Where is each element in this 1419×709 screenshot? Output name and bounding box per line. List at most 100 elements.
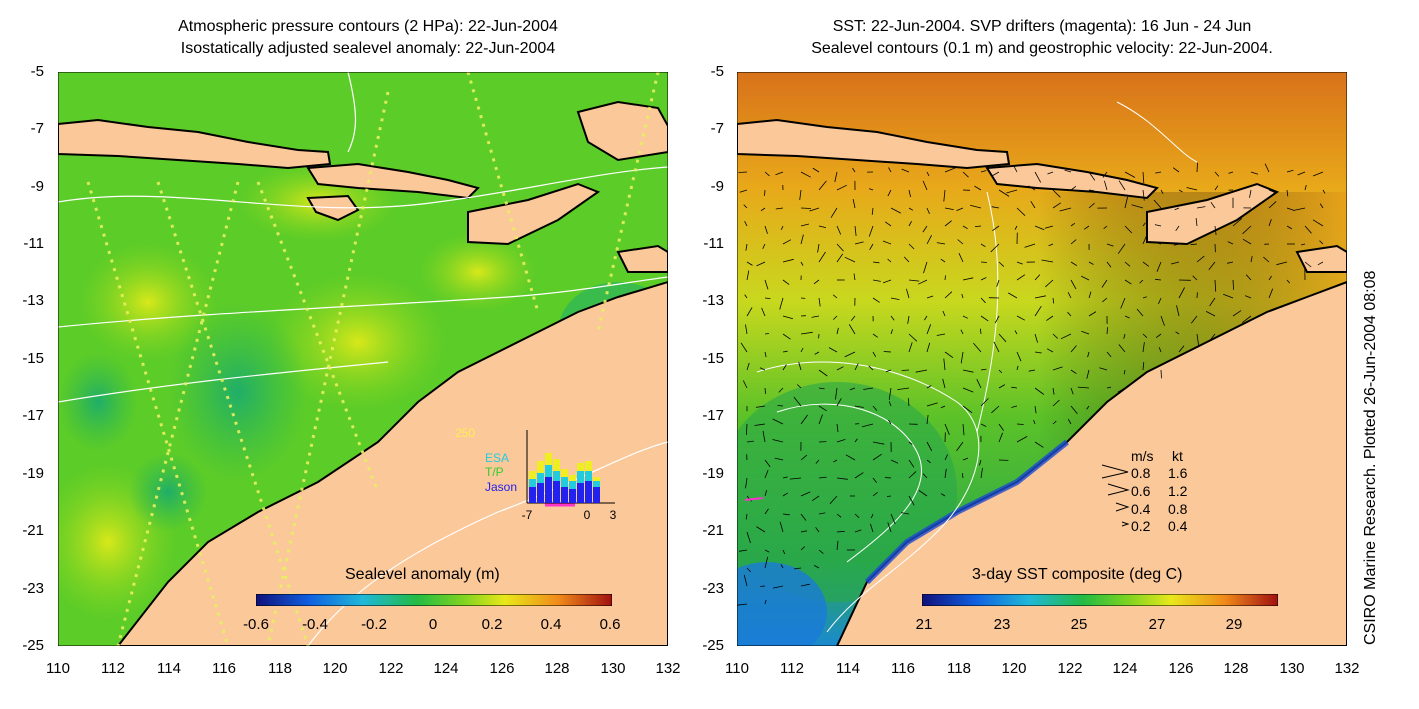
velocity-arrow xyxy=(980,315,989,322)
velocity-arrow xyxy=(956,207,964,211)
left-cb-label-6: 0.6 xyxy=(599,616,621,633)
right-ytick-label: -11 xyxy=(703,235,724,252)
velocity-arrow xyxy=(836,540,839,551)
velocity-legend-ms-0: 0.8 xyxy=(1131,465,1151,481)
velocity-arrow xyxy=(1322,189,1326,194)
velocity-arrow xyxy=(1241,315,1252,324)
velocity-arrow xyxy=(1052,387,1055,395)
velocity-arrow xyxy=(1034,295,1046,299)
velocity-arrow xyxy=(1016,274,1026,281)
velocity-arrow xyxy=(1142,362,1145,371)
velocity-arrow xyxy=(1052,333,1058,339)
velocity-arrow xyxy=(1077,386,1090,389)
right-xtick-label: 132 xyxy=(1334,660,1360,677)
right-xtick-label: 130 xyxy=(1279,660,1305,677)
velocity-arrow xyxy=(962,423,965,436)
velocity-arrow xyxy=(1214,171,1220,177)
right-xtick-label: 116 xyxy=(891,660,915,677)
velocity-arrow xyxy=(1059,207,1072,212)
velocity-arrow xyxy=(832,294,838,299)
velocity-arrow xyxy=(922,473,928,479)
left-ytick-label: -9 xyxy=(30,178,44,195)
velocity-arrow xyxy=(743,204,748,209)
velocity-arrow xyxy=(764,225,768,234)
velocity-arrow xyxy=(1117,243,1126,254)
velocity-arrow xyxy=(782,549,786,555)
velocity-arrow xyxy=(794,567,802,570)
velocity-arrow xyxy=(908,342,913,353)
velocity-arrow xyxy=(1242,238,1252,245)
right-xtick-label: 128 xyxy=(1223,660,1249,677)
velocity-arrow xyxy=(1014,225,1018,230)
velocity-arrow xyxy=(1304,184,1307,191)
right-cb-label-3: 27 xyxy=(1148,616,1166,633)
velocity-arrow xyxy=(740,342,748,353)
velocity-arrow xyxy=(885,369,892,373)
right-title-line1: SST: 22-Jun-2004. SVP drifters (magenta)… xyxy=(832,18,1252,35)
velocity-arrow xyxy=(1106,243,1114,247)
left-ytick-label: -21 xyxy=(22,522,44,539)
velocity-arrow xyxy=(800,223,809,227)
velocity-arrow xyxy=(1034,305,1042,317)
velocity-arrow xyxy=(1034,333,1038,343)
velocity-arrow xyxy=(962,405,973,414)
velocity-arrow xyxy=(764,469,769,479)
velocity-arrow xyxy=(800,530,807,533)
velocity-arrow xyxy=(962,387,974,393)
left-xtick-label: 110 xyxy=(46,660,70,677)
velocity-arrow xyxy=(1052,202,1062,209)
velocity-arrow xyxy=(908,207,914,211)
velocity-arrow xyxy=(1214,225,1217,236)
velocity-arrow xyxy=(1210,201,1216,209)
velocity-arrow xyxy=(908,243,915,250)
velocity-arrow xyxy=(1154,224,1162,227)
velocity-arrow xyxy=(1268,218,1272,227)
velocity-arrow xyxy=(962,225,968,230)
velocity-arrow xyxy=(1190,243,1198,246)
velocity-arrow xyxy=(1124,315,1130,319)
velocity-arrow xyxy=(780,564,784,569)
velocity-arrow xyxy=(1319,203,1324,209)
left-ytick-label: -11 xyxy=(23,235,44,252)
right-cb-label-4: 29 xyxy=(1225,616,1243,633)
left-ytick-label: -19 xyxy=(22,465,44,482)
inset-bars xyxy=(529,453,600,503)
velocity-arrow xyxy=(1028,369,1036,372)
velocity-arrow xyxy=(811,495,820,502)
velocity-arrow xyxy=(1142,222,1146,227)
velocity-arrow xyxy=(1174,207,1180,211)
velocity-arrow xyxy=(755,405,766,408)
velocity-arrow xyxy=(944,423,950,435)
velocity-arrow xyxy=(888,419,892,425)
velocity-arrow xyxy=(944,351,954,359)
velocity-arrow xyxy=(1319,240,1324,245)
velocity-arrow xyxy=(926,171,930,177)
velocity-arrow xyxy=(1160,315,1165,326)
velocity-arrow xyxy=(1244,295,1252,299)
velocity-arrow xyxy=(998,189,1010,197)
velocity-arrow xyxy=(1156,261,1162,272)
velocity-arrow xyxy=(926,402,938,407)
left-xtick-label: 118 xyxy=(268,660,292,677)
velocity-arrow xyxy=(1142,189,1145,201)
velocity-arrow xyxy=(1142,261,1150,267)
velocity-arrow xyxy=(944,454,948,461)
velocity-arrow xyxy=(782,315,794,320)
velocity-arrow xyxy=(980,398,989,407)
velocity-arrow xyxy=(744,294,748,299)
velocity-arrow xyxy=(1016,315,1025,321)
velocity-arrow xyxy=(908,221,912,227)
velocity-arrow xyxy=(1052,189,1061,198)
velocity-arrow xyxy=(993,341,1000,353)
velocity-arrow xyxy=(1210,333,1216,340)
right-ytick-label: -13 xyxy=(702,292,724,309)
velocity-arrow xyxy=(789,477,802,480)
velocity-arrow xyxy=(868,365,874,371)
velocity-arrow xyxy=(854,225,857,236)
velocity-arrow xyxy=(926,207,930,215)
left-xtick-label: 126 xyxy=(489,660,515,677)
velocity-arrow xyxy=(890,315,895,321)
velocity-arrow xyxy=(762,430,766,443)
velocity-arrow xyxy=(1286,207,1294,211)
velocity-legend-kt-3: 0.4 xyxy=(1168,518,1188,534)
